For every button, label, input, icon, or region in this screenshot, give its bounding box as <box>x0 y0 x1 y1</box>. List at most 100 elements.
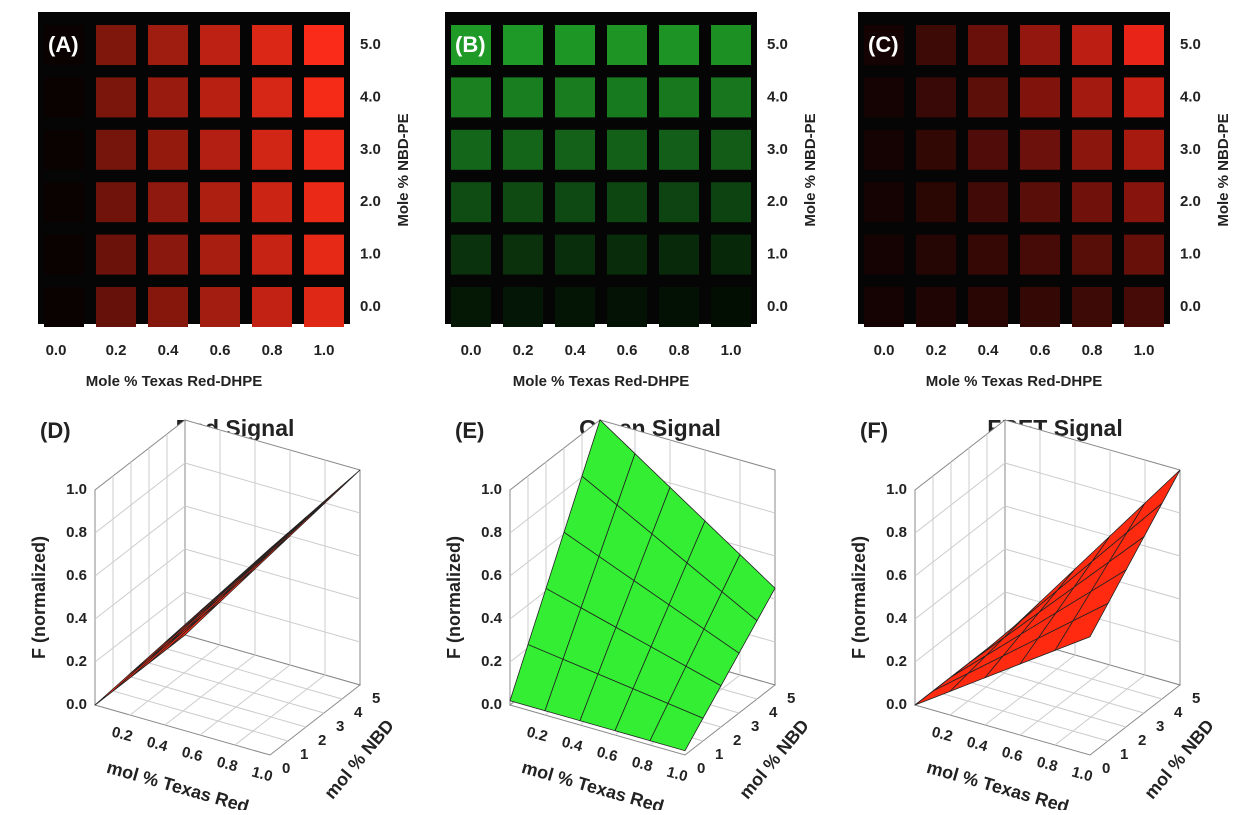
z-tick-label: 0.0 <box>886 696 907 713</box>
spot <box>555 235 595 275</box>
x-tick-label: 0.6 <box>617 342 638 359</box>
spot <box>1020 130 1060 170</box>
z-tick-label: 0.2 <box>886 653 907 670</box>
x-tick-label: 0.8 <box>1035 754 1060 776</box>
y-tick-label: 0 <box>282 760 290 777</box>
spot <box>96 77 136 117</box>
spot <box>304 77 344 117</box>
panel-label: (C) <box>868 32 899 57</box>
x-tick-label: 0.0 <box>46 342 67 359</box>
z-tick-label: 0.4 <box>66 610 88 627</box>
z-tick-label: 1.0 <box>481 481 502 498</box>
spot <box>607 235 647 275</box>
spot <box>864 182 904 222</box>
y-tick-label: 4 <box>354 704 363 721</box>
y-tick-label: 2.0 <box>767 193 788 210</box>
x-tick-label: 0.2 <box>930 724 955 746</box>
spot <box>451 287 491 327</box>
x-tick-label: 0.0 <box>461 342 482 359</box>
y-tick-label: 1 <box>715 746 723 763</box>
spot <box>200 130 240 170</box>
spot <box>555 287 595 327</box>
spot <box>252 77 292 117</box>
z-tick-label: 0.0 <box>66 696 87 713</box>
x-tick-label: 0.6 <box>1000 744 1025 766</box>
spot <box>96 130 136 170</box>
spot <box>1072 235 1112 275</box>
y-tick-label: 4.0 <box>1180 88 1201 105</box>
x-tick-label: 0.8 <box>669 342 690 359</box>
spot <box>659 77 699 117</box>
spot <box>1072 25 1112 65</box>
y-axis-label: mol % NBD <box>1140 716 1218 803</box>
y-tick-label: 2.0 <box>1180 193 1201 210</box>
spot <box>711 182 751 222</box>
z-tick-label: 0.2 <box>66 653 87 670</box>
z-tick-label: 1.0 <box>66 481 87 498</box>
y-tick-label: 3.0 <box>1180 141 1201 158</box>
spot <box>659 130 699 170</box>
x-tick-label: 0.6 <box>595 744 620 766</box>
spot <box>451 130 491 170</box>
y-tick-label: 3 <box>336 718 344 735</box>
x-tick-label: 1.0 <box>721 342 742 359</box>
spot <box>711 287 751 327</box>
spot <box>1020 25 1060 65</box>
x-tick-label: 0.2 <box>513 342 534 359</box>
z-tick-label: 0.4 <box>886 610 908 627</box>
spot <box>864 130 904 170</box>
micrograph <box>858 12 1170 324</box>
spot <box>1072 287 1112 327</box>
y-tick-label: 5 <box>787 690 795 707</box>
spot <box>1124 182 1164 222</box>
spot <box>659 235 699 275</box>
z-tick-label: 0.8 <box>886 524 907 541</box>
spot <box>968 130 1008 170</box>
y-tick-label: 0.0 <box>360 298 381 315</box>
x-tick-label: 0.6 <box>1030 342 1051 359</box>
x-tick-label: 0.2 <box>106 342 127 359</box>
z-axis-label: F (normalized) <box>849 536 869 659</box>
spot <box>304 235 344 275</box>
y-tick-label: 2.0 <box>360 193 381 210</box>
x-tick-label: 0.2 <box>110 724 135 746</box>
x-tick-label: 0.2 <box>525 724 550 746</box>
spot <box>200 25 240 65</box>
spot <box>1020 77 1060 117</box>
x-tick-label: 0.8 <box>1082 342 1103 359</box>
z-tick-label: 0.0 <box>481 696 502 713</box>
spot <box>968 182 1008 222</box>
spot <box>1072 130 1112 170</box>
spot <box>864 287 904 327</box>
spot <box>659 25 699 65</box>
y-tick-label: 0 <box>1102 760 1110 777</box>
z-tick-label: 0.6 <box>481 567 502 584</box>
spot <box>200 287 240 327</box>
spot <box>1124 130 1164 170</box>
spot <box>916 235 956 275</box>
y-tick-label: 2 <box>318 732 326 749</box>
spot <box>1072 77 1112 117</box>
figure: (A)0.00.20.40.60.81.05.04.03.02.01.00.0M… <box>0 0 1233 810</box>
spot <box>503 25 543 65</box>
y-tick-label: 3 <box>1156 718 1164 735</box>
panel-label: (F) <box>860 418 888 443</box>
y-axis-label: Mole % NBD-PE <box>395 113 412 226</box>
y-tick-label: 1.0 <box>767 246 788 263</box>
spot <box>555 182 595 222</box>
spot <box>711 130 751 170</box>
spot <box>1020 287 1060 327</box>
y-tick-label: 3 <box>751 718 759 735</box>
y-tick-label: 5 <box>1192 690 1200 707</box>
x-tick-label: 1.0 <box>1134 342 1155 359</box>
spot <box>864 235 904 275</box>
x-tick-label: 1.0 <box>1070 764 1095 786</box>
spot <box>503 130 543 170</box>
z-axis-label: F (normalized) <box>29 536 49 659</box>
x-tick-label: 0.8 <box>630 754 655 776</box>
x-tick-label: 0.6 <box>180 744 205 766</box>
y-axis-label: mol % NBD <box>735 716 813 803</box>
y-axis-label: Mole % NBD-PE <box>802 113 819 226</box>
spot <box>916 287 956 327</box>
spot <box>1124 235 1164 275</box>
